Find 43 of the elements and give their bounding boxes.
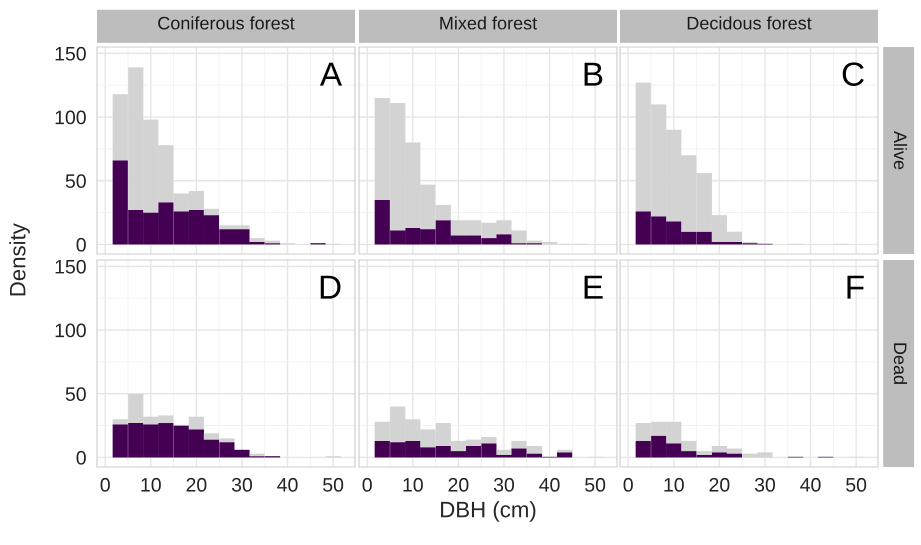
chart-title: Decidous forest	[688, 16, 812, 30]
x-tick-label: 20	[186, 478, 206, 492]
x-tick-label: 0	[362, 478, 372, 492]
x-tick-label: 50	[585, 478, 606, 492]
y-tick-label: 100	[56, 110, 86, 124]
y-tick-label: 0	[76, 450, 86, 465]
annotation: E	[584, 276, 603, 299]
x-axis-title: DBH (cm)	[441, 501, 536, 522]
x-tick-label: 40	[277, 478, 298, 492]
x-tick-label: 20	[448, 478, 468, 492]
chart-title: Mixed forest	[440, 16, 538, 30]
x-tick-label: 30	[494, 478, 514, 492]
y-tick-label: 150	[56, 46, 86, 61]
x-tick-label: 30	[232, 478, 252, 492]
x-tick-label: 50	[323, 478, 344, 492]
x-tick-label: 40	[539, 478, 560, 492]
y-tick-label: 150	[56, 260, 86, 274]
y-axis-title: Density	[9, 223, 30, 296]
y-tick-label: 50	[66, 387, 86, 401]
x-tick-label: 10	[403, 478, 423, 492]
x-tick-label: 0	[100, 478, 110, 492]
bar	[188, 416, 204, 430]
x-tick-label: 20	[710, 478, 730, 492]
y-tick-label: 100	[56, 324, 86, 338]
bar	[556, 450, 572, 452]
x-tick-label: 30	[754, 478, 776, 492]
y-tick-label: 0	[76, 238, 86, 252]
x-tick-label: 50	[846, 478, 866, 492]
x-tick-label: 40	[800, 478, 821, 492]
annotation: A	[320, 62, 342, 86]
annotation: B	[584, 62, 602, 86]
annotation: D	[320, 276, 341, 299]
x-tick-label: 10	[664, 478, 684, 492]
x-tick-label: 0	[624, 478, 633, 492]
y2-axis-title: Alive	[894, 130, 908, 170]
y-tick-label: 50	[66, 174, 86, 188]
y2-axis-title: Dead	[894, 343, 908, 384]
bar	[249, 454, 265, 456]
bar	[496, 450, 512, 455]
chart-title: Coniferous forest	[158, 16, 295, 30]
annotation: C	[842, 62, 864, 86]
x-tick-label: 10	[141, 478, 161, 492]
annotation: F	[847, 276, 864, 299]
